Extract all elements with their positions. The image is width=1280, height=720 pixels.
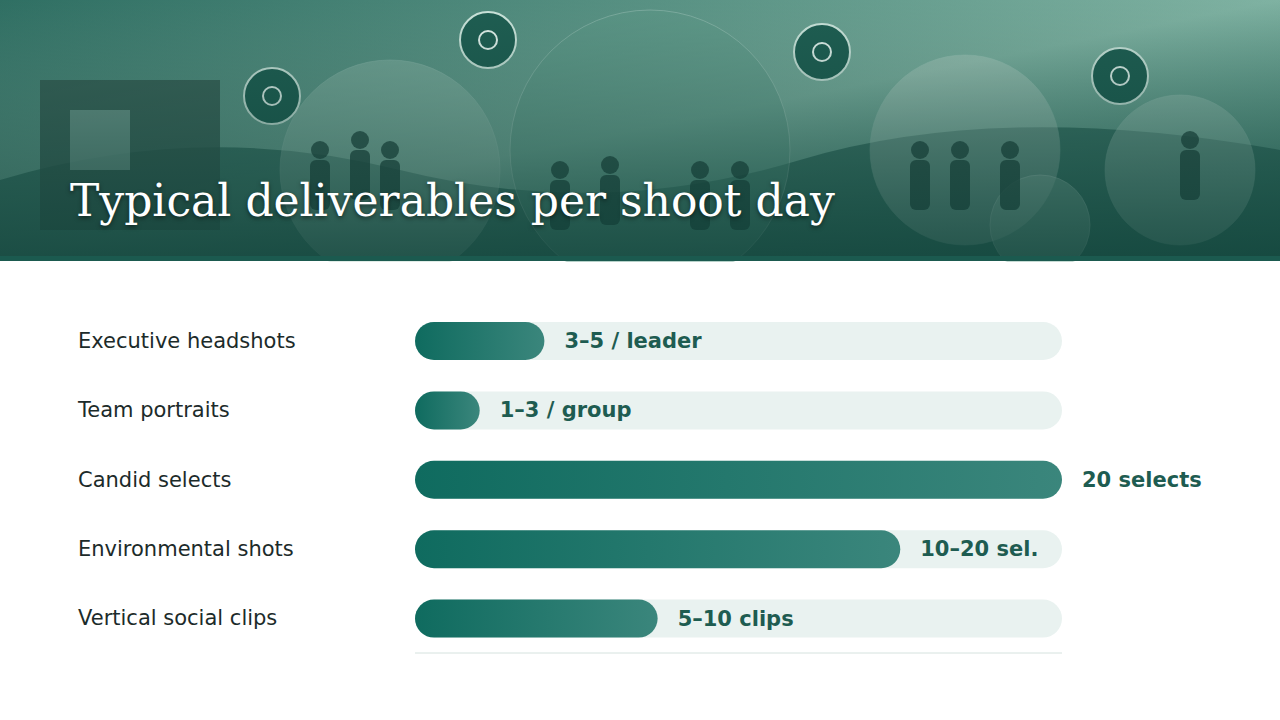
svg-text:Candid selects: Candid selects — [78, 468, 231, 492]
svg-text:3–5 / leader: 3–5 / leader — [564, 329, 702, 353]
svg-text:Typical deliverables per shoot: Typical deliverables per shoot day — [70, 175, 835, 226]
svg-text:1–3 / group: 1–3 / group — [500, 398, 632, 422]
svg-text:Environmental shots: Environmental shots — [78, 537, 294, 561]
svg-text:Team portraits: Team portraits — [77, 398, 230, 422]
svg-text:Executive headshots: Executive headshots — [78, 329, 296, 353]
svg-text:Vertical social clips: Vertical social clips — [78, 606, 277, 630]
svg-text:20 selects: 20 selects — [1082, 468, 1202, 492]
svg-text:10–20 sel.: 10–20 sel. — [920, 537, 1038, 561]
svg-text:5–10 clips: 5–10 clips — [678, 607, 794, 631]
